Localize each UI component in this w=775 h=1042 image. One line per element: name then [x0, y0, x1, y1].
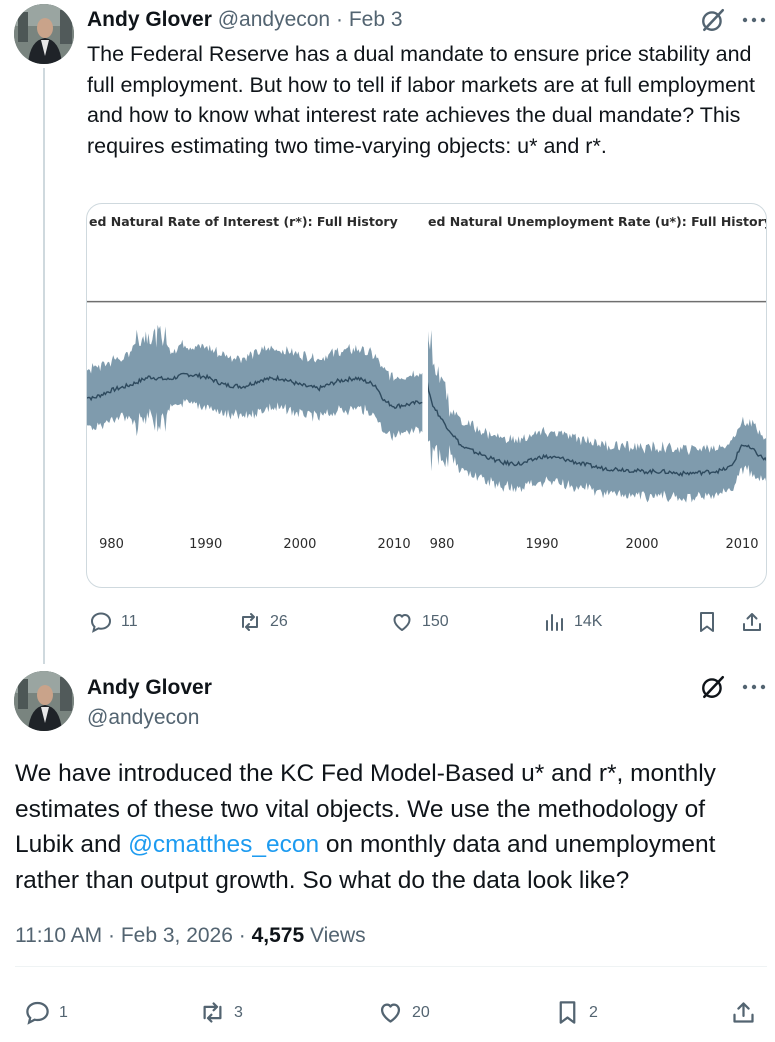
- x-tick-label: 980: [99, 537, 124, 552]
- like-count: 20: [412, 1003, 430, 1021]
- share-icon: [743, 613, 761, 631]
- thread-line: [43, 68, 45, 664]
- bookmark-button[interactable]: 2: [554, 999, 598, 1026]
- x-tick-label: 1990: [189, 537, 222, 552]
- tweet-media-chart[interactable]: ed Natural Rate of Interest (r*): Full H…: [86, 203, 767, 588]
- reply-icon: [90, 612, 112, 633]
- tweet1-header: Andy Glover @andyecon · Feb 3: [87, 6, 403, 34]
- avatar[interactable]: [14, 4, 74, 64]
- reply-count: 1: [59, 1003, 68, 1021]
- x-tick-label: 1990: [525, 537, 558, 552]
- bookmark-icon: [700, 612, 714, 632]
- tweet2-text-part: We have introduced the KC Fed Model-Base…: [15, 760, 716, 858]
- tweet-timestamp[interactable]: 11:10 AM · Feb 3, 2026 ·: [15, 924, 252, 947]
- mention-link[interactable]: @cmatthes_econ: [128, 831, 320, 858]
- author-name[interactable]: Andy Glover: [87, 8, 212, 31]
- like-count: 150: [422, 613, 449, 630]
- median-series-line: [428, 381, 766, 478]
- share-button[interactable]: [740, 610, 764, 634]
- x-tick-label: 980: [430, 537, 455, 552]
- avatar[interactable]: [14, 671, 74, 731]
- bookmark-icon: [559, 1001, 576, 1024]
- reply-button[interactable]: 11: [89, 610, 138, 634]
- views-count: 14K: [574, 613, 603, 630]
- chart-u-star: ed Natural Unemployment Rate (u*): Full …: [428, 214, 767, 552]
- views-button[interactable]: 14K: [542, 610, 602, 634]
- like-icon: [393, 614, 411, 631]
- tweet1-text: The Federal Reserve has a dual mandate t…: [87, 42, 755, 158]
- x-tick-label: 2000: [625, 537, 658, 552]
- tweet2-text-part: on monthly data and unemployment rather …: [15, 831, 716, 894]
- repost-count: 3: [234, 1003, 243, 1021]
- more-icon[interactable]: [740, 677, 768, 697]
- repost-count: 26: [270, 613, 288, 630]
- views-count: 4,575: [251, 924, 305, 947]
- more-icon[interactable]: [740, 10, 768, 30]
- x-tick-label: 2000: [283, 537, 316, 552]
- repost-button[interactable]: 3: [199, 999, 243, 1026]
- share-button[interactable]: [730, 999, 757, 1026]
- grok-icon[interactable]: [700, 7, 726, 33]
- chart-title: ed Natural Rate of Interest (r*): Full H…: [89, 214, 398, 229]
- x-tick-label: 2010: [725, 537, 758, 552]
- tweet-date[interactable]: Feb 3: [348, 8, 403, 31]
- like-button[interactable]: 20: [377, 999, 430, 1026]
- chart-r-star: ed Natural Rate of Interest (r*): Full H…: [87, 214, 428, 552]
- grok-icon[interactable]: [700, 674, 726, 700]
- confidence-band: [428, 330, 766, 503]
- share-icon: [733, 1002, 754, 1023]
- tweet2-text: We have introduced the KC Fed Model-Base…: [15, 756, 767, 898]
- author-handle[interactable]: @andyecon: [87, 706, 200, 729]
- divider: [15, 966, 767, 967]
- author-handle[interactable]: @andyecon: [217, 8, 331, 31]
- bookmark-count: 2: [589, 1003, 598, 1021]
- repost-icon: [242, 613, 258, 631]
- reply-icon: [26, 1001, 49, 1025]
- reply-button[interactable]: 1: [24, 999, 68, 1026]
- views-label: Views: [304, 924, 366, 947]
- like-button[interactable]: 150: [390, 610, 449, 634]
- median-series-line: [87, 372, 423, 410]
- chart-title: ed Natural Unemployment Rate (u*): Full …: [428, 214, 767, 229]
- x-tick-label: 2010: [378, 537, 411, 552]
- bookmark-button[interactable]: [695, 610, 719, 634]
- reply-count: 11: [121, 613, 138, 630]
- separator: ·: [335, 8, 343, 31]
- views-icon: [546, 614, 563, 631]
- like-icon: [380, 1003, 401, 1023]
- repost-button[interactable]: 26: [238, 610, 288, 634]
- repost-icon: [203, 1002, 222, 1023]
- author-name[interactable]: Andy Glover: [87, 676, 212, 699]
- tweet2-meta: 11:10 AM · Feb 3, 2026 · 4,575 Views: [15, 922, 366, 950]
